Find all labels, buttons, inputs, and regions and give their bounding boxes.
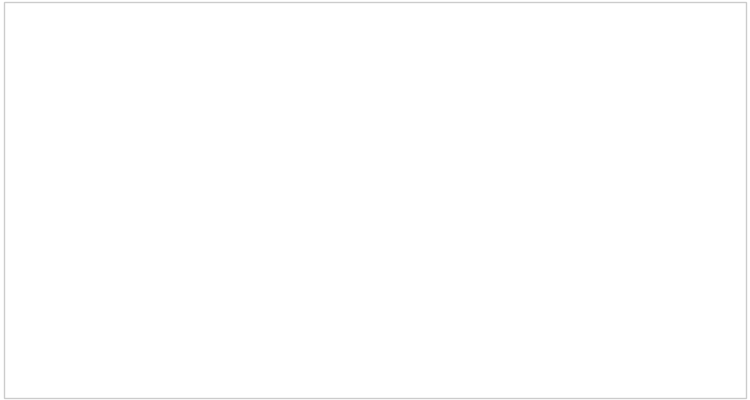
Text: Weakened
myocardium: Weakened myocardium (251, 369, 321, 390)
Text: a: a (189, 19, 199, 34)
Text: Disease Primers: Disease Primers (454, 378, 556, 388)
Polygon shape (459, 86, 508, 142)
Text: LA: LA (307, 114, 321, 127)
Polygon shape (283, 12, 321, 79)
Polygon shape (508, 159, 532, 250)
Polygon shape (421, 12, 455, 72)
Polygon shape (241, 12, 275, 72)
Text: Thickened
myocardium: Thickened myocardium (487, 369, 556, 390)
Polygon shape (504, 12, 532, 75)
Polygon shape (268, 138, 342, 292)
Polygon shape (382, 72, 539, 316)
Polygon shape (212, 176, 262, 288)
Polygon shape (212, 89, 248, 176)
Ellipse shape (408, 176, 433, 184)
Text: b: b (377, 19, 387, 34)
Polygon shape (216, 12, 237, 72)
Polygon shape (400, 176, 442, 278)
Polygon shape (254, 26, 304, 65)
Text: |: | (448, 377, 452, 388)
Text: RV: RV (232, 240, 248, 253)
Polygon shape (325, 12, 352, 75)
Polygon shape (463, 12, 501, 79)
Polygon shape (275, 79, 332, 145)
Polygon shape (396, 12, 417, 72)
Polygon shape (434, 26, 483, 65)
Text: Nature Reviews: Nature Reviews (348, 378, 446, 388)
Ellipse shape (471, 144, 496, 153)
Polygon shape (203, 78, 355, 310)
Ellipse shape (291, 144, 316, 153)
Text: RA: RA (218, 125, 235, 138)
Polygon shape (396, 96, 431, 173)
Polygon shape (199, 72, 359, 316)
Polygon shape (392, 85, 530, 303)
Ellipse shape (228, 176, 253, 184)
Text: LV: LV (317, 216, 332, 228)
Polygon shape (459, 138, 514, 271)
